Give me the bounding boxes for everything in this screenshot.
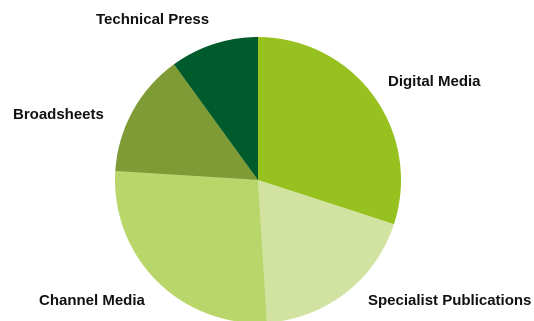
- slice-label-digital-media: Digital Media: [388, 73, 481, 90]
- slice-label-broadsheets: Broadsheets: [13, 106, 104, 123]
- slice-label-channel-media: Channel Media: [39, 292, 146, 309]
- slice-label-specialist-publications: Specialist Publications: [368, 292, 531, 309]
- pie-labels: Digital Media Specialist Publications Chan…: [13, 11, 531, 309]
- slice-label-technical-press: Technical Press: [96, 11, 209, 28]
- pie-slice-specialist-publications: [258, 180, 394, 321]
- pie-slices: [114, 37, 401, 321]
- pie-slice-digital-media: [258, 37, 401, 225]
- pie-slice-channel-media: [114, 171, 267, 321]
- pie-slice-technical-press: [173, 37, 258, 180]
- pie-slice-broadsheets: [115, 64, 258, 180]
